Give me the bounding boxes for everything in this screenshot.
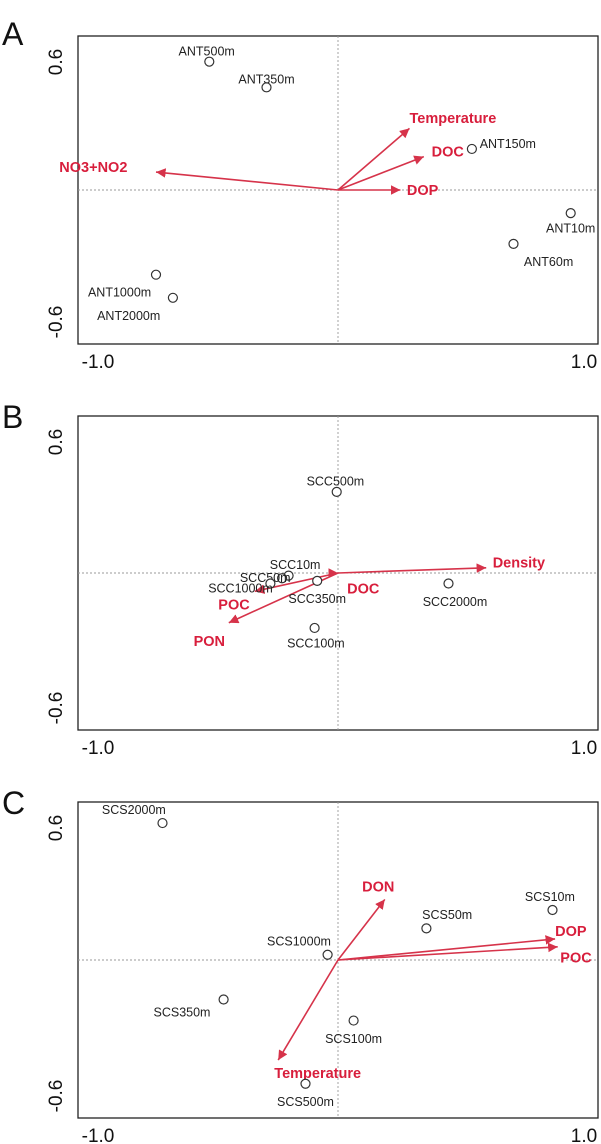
panel-b: B 0.6 -0.6 -1.0 1.0 Density POC PON DOC SCC500m SC… [2,399,599,759]
sample-point-scs500m [300,1078,311,1089]
sample-label: SCC100m [287,637,345,651]
x-tick-label-right: 1.0 [571,738,597,759]
sample-point-scs10m [547,904,558,916]
sample-label: SCS100m [325,1032,382,1046]
sample-label: SCS350m [154,1006,211,1020]
panel-letter: B [2,399,23,435]
sample-point-scs100m [348,1015,359,1026]
sample-point-scc2000m [443,578,454,589]
vector-poc [337,942,558,961]
y-tick-label-top: 0.6 [46,815,67,841]
panel-letter: C [2,785,25,821]
sample-label: ANT500m [179,44,235,58]
vector-label: Temperature [274,1066,361,1082]
sample-label: ANT1000m [88,286,151,300]
y-tick-label-bottom: -0.6 [46,306,67,339]
vector-poc [254,572,339,594]
y-tick-label-bottom: -0.6 [46,692,67,725]
sample-label: SCS2000m [102,803,166,817]
sample-point-scc1000m [265,578,276,589]
vector-label: DOC [432,145,465,161]
vector-label: Density [493,556,545,572]
vector-doc [337,155,425,191]
sample-label: ANT2000m [97,309,160,323]
sample-label: SCC1000m [208,582,273,596]
sample-point-ant2000m [167,292,178,303]
sample-label: SCS10m [525,890,575,904]
vector-density [337,563,487,574]
sample-label: ANT10m [546,222,595,236]
sample-label: ANT150m [480,137,536,151]
sample-label: ANT60m [524,255,573,269]
y-tick-label-bottom: -0.6 [46,1080,67,1113]
sample-point-ant500m [204,56,215,67]
x-tick-label-right: 1.0 [571,1126,597,1144]
sample-point-scc100m [309,622,320,634]
y-tick-label-top: 0.6 [46,429,67,455]
vector-temperature [277,959,339,1061]
sample-point-ant350m [261,82,272,93]
sample-label: SCC350m [288,592,346,606]
sample-label: SCS1000m [267,935,331,949]
sample-label: SCS500m [277,1095,334,1109]
vector-label: DON [362,879,394,895]
sample-point-ant1000m [150,269,162,280]
vector-no3-no2 [155,168,339,191]
sample-point-scc50m [277,573,288,584]
vector-label: NO3+NO2 [59,160,127,176]
x-tick-label-right: 1.0 [571,352,597,373]
sample-label: SCC500m [307,474,365,488]
sample-point-scs2000m [157,817,168,829]
vector-label: POC [218,597,250,613]
panel-a: A 0.6 -0.6 -1.0 1.0 NO3+NO2 Temperature DOC DOP A… [2,16,599,373]
panel-c: C 0.6 -0.6 -1.0 1.0 DON DOP POC Temperature SCS20… [2,785,599,1144]
x-tick-label-left: -1.0 [82,1126,115,1144]
sample-label: SCC50m [240,571,291,585]
sample-point-ant150m [466,143,477,155]
sample-point-scs350m [218,994,229,1005]
sample-label: SCS50m [422,908,472,922]
panel-letter: A [2,16,24,52]
vector-don [337,898,386,961]
vector-label: POC [560,950,592,966]
vector-label: Temperature [410,111,497,127]
sample-point-ant60m [508,238,519,249]
vector-label: DOP [407,183,439,199]
sample-label: ANT350m [238,73,294,87]
sample-label: SCC2000m [423,595,488,609]
sample-point-ant10m [565,208,576,219]
sample-label: SCC10m [270,558,321,572]
vector-temperature [337,127,411,191]
vector-dop [337,935,556,961]
sample-point-scc500m [331,486,342,497]
vector-label: PON [194,634,225,650]
sample-point-scs1000m [322,949,333,960]
vector-label: DOC [347,582,380,598]
vector-label: DOP [555,924,587,940]
y-tick-label-top: 0.6 [46,49,67,75]
x-tick-label-left: -1.0 [82,352,115,373]
x-tick-label-left: -1.0 [82,738,115,759]
sample-point-scs50m [421,923,432,934]
sample-point-scc350m [312,575,323,586]
